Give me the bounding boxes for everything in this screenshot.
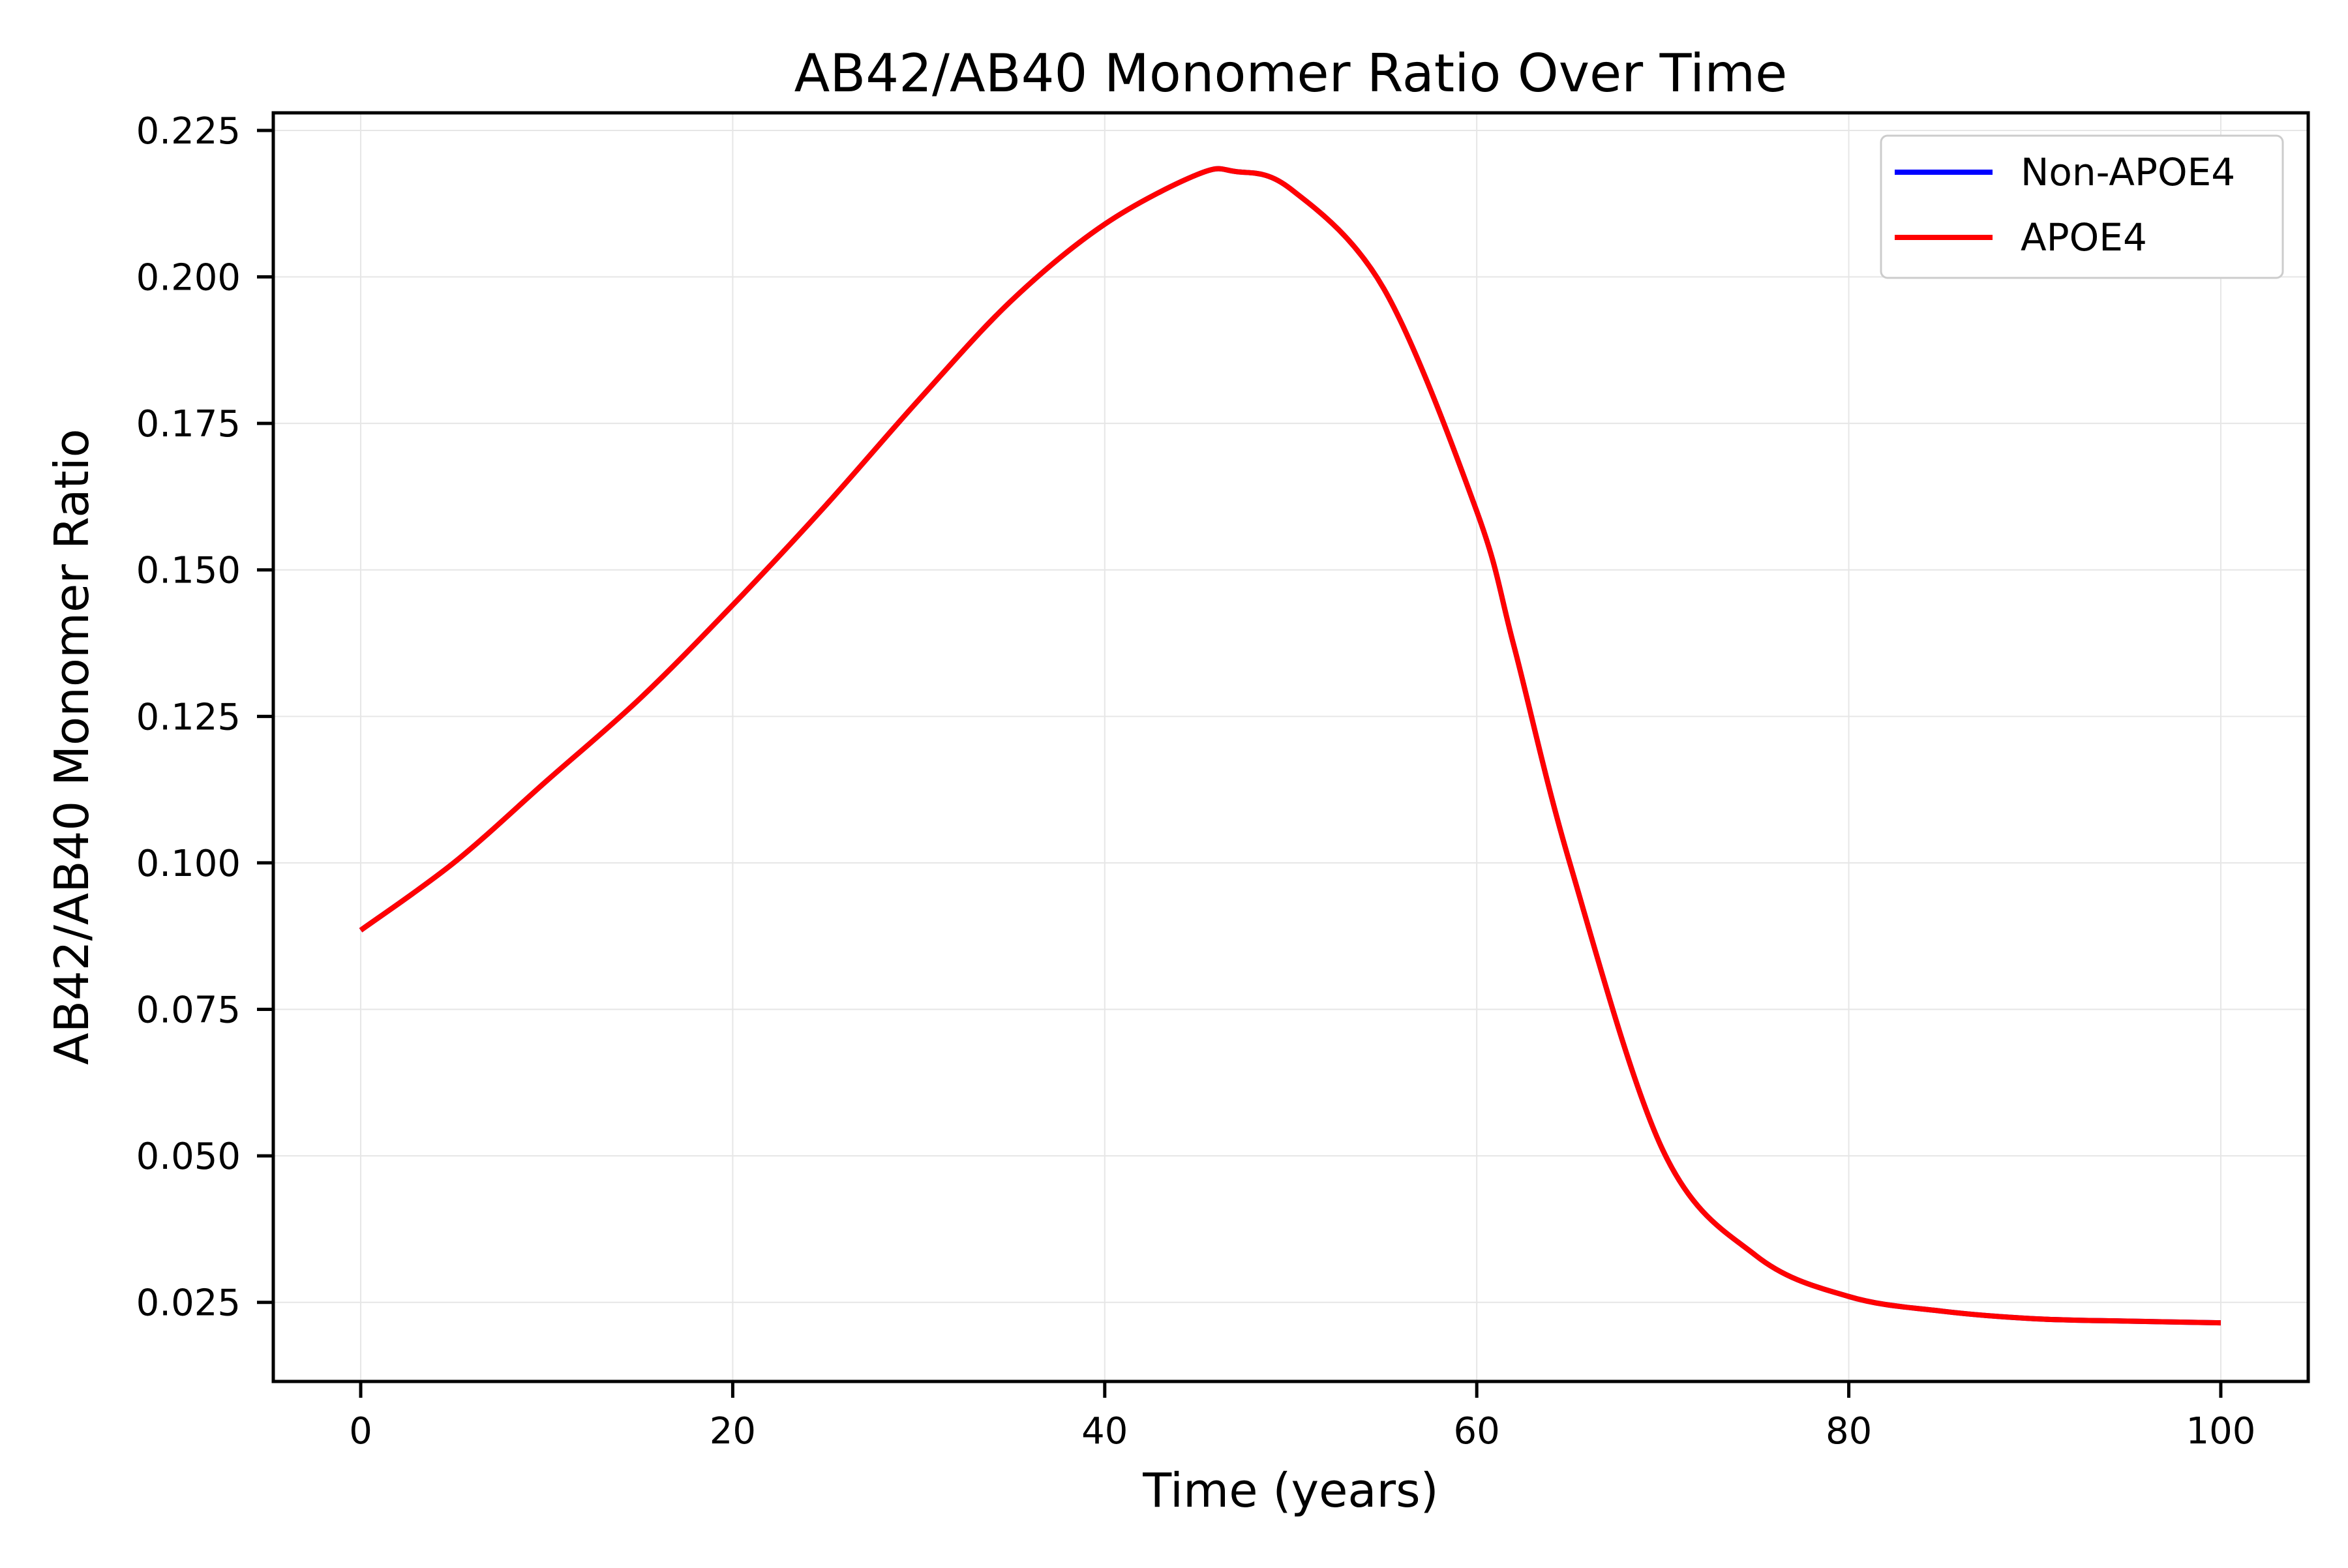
y-tick-label: 0.150 [136,550,241,592]
x-tick-label: 0 [349,1410,372,1453]
series-lines [359,166,2221,1326]
y-axis-label: AB42/AB40 Monomer Ratio [44,429,99,1064]
y-tick-label: 0.175 [136,403,241,445]
y-tick-label: 0.075 [136,989,241,1032]
y-tick-label: 0.125 [136,696,241,738]
y-tick-label: 0.050 [136,1136,241,1178]
x-tick-label: 80 [1826,1410,1872,1453]
x-tick-label: 60 [1454,1410,1500,1453]
x-tick-label: 40 [1081,1410,1128,1453]
series-line-apoe4 [359,166,2221,1326]
plot-frame [271,111,2310,1383]
y-tick-label: 0.225 [136,110,241,153]
legend-label-apoe4: APOE4 [2021,215,2147,260]
legend: Non-APOE4 APOE4 [1880,134,2284,279]
y-tick-label: 0.200 [136,257,241,299]
y-tick-label: 0.025 [136,1282,241,1325]
legend-label-non-apoe4: Non-APOE4 [2021,150,2235,194]
grid [273,113,2308,1381]
y-axis: 0.025 0.050 0.075 0.100 0.125 0.150 0.175 0.200… [136,110,273,1325]
x-axis: 0 20 40 60 80 100 [349,1381,2255,1453]
x-tick-label: 100 [2186,1410,2256,1453]
chart-title: AB42/AB40 Monomer Ratio Over Time [794,43,1788,104]
y-tick-label: 0.100 [136,843,241,885]
x-axis-label: Time (years) [1142,1463,1438,1518]
x-tick-label: 20 [710,1410,756,1453]
